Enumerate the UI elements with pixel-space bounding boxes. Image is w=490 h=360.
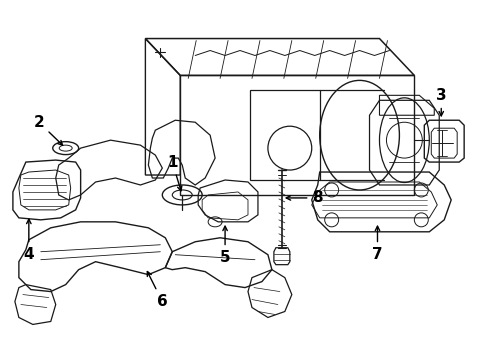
Text: 7: 7 xyxy=(372,226,383,262)
Text: 5: 5 xyxy=(220,226,230,265)
Text: 2: 2 xyxy=(33,115,63,145)
Text: 4: 4 xyxy=(24,219,34,262)
Text: 1: 1 xyxy=(167,154,182,191)
Text: 8: 8 xyxy=(286,190,323,206)
Text: 6: 6 xyxy=(147,271,168,309)
Text: 3: 3 xyxy=(436,88,446,116)
